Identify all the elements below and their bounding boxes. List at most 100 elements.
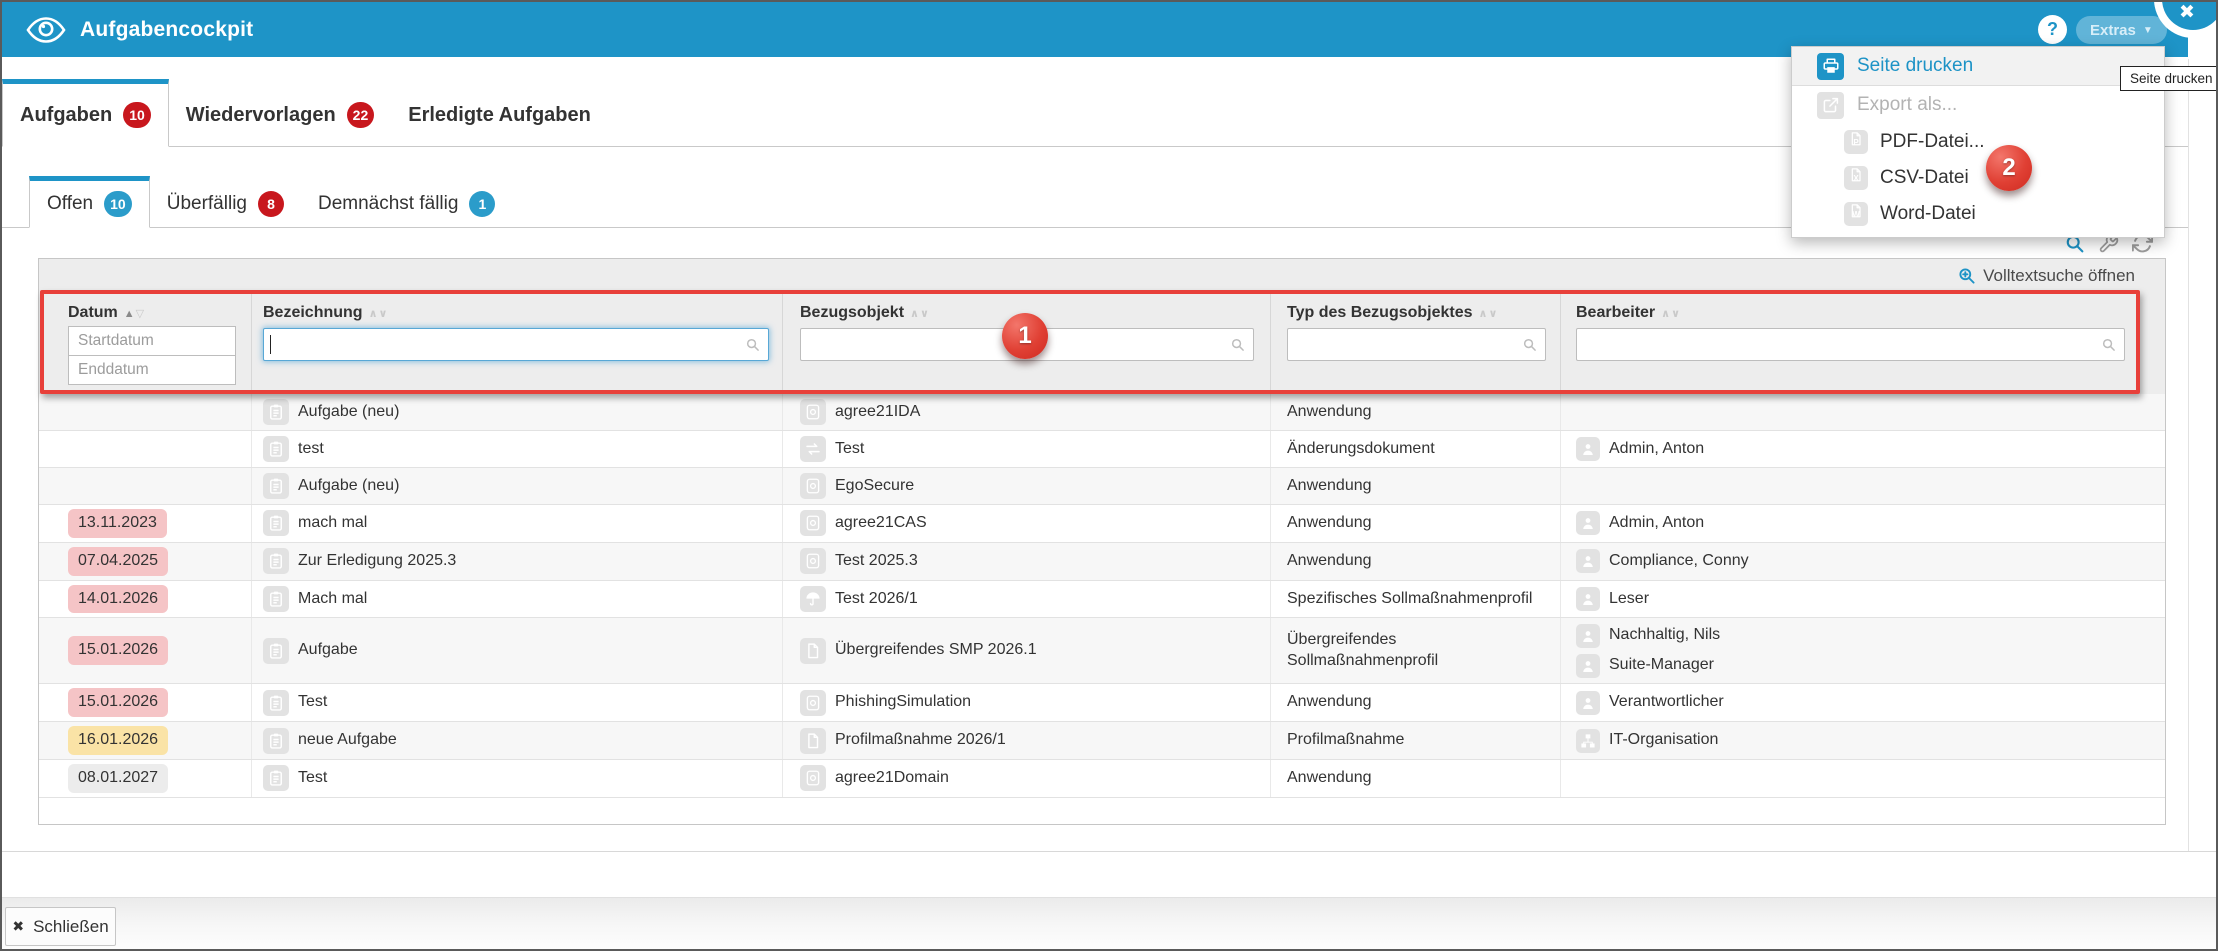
subtab-demn-chst-f-llig[interactable]: Demnächst fällig 1 bbox=[301, 176, 512, 227]
sort-bezeichnung[interactable]: Bezeichnung ∧∨ bbox=[263, 300, 388, 326]
task-icon bbox=[263, 548, 289, 575]
application-icon bbox=[800, 765, 826, 792]
column-label: Bearbeiter bbox=[1576, 304, 1656, 321]
bezugsobjekt-text: Test 2026/1 bbox=[835, 589, 918, 607]
bearbeiter-name: Leser bbox=[1609, 589, 1650, 607]
bearbeiter-filter-input[interactable] bbox=[1576, 328, 2125, 361]
cell-bearbeiter bbox=[1560, 394, 2165, 430]
search-icon bbox=[1230, 337, 1245, 352]
table-row[interactable]: Aufgabe (neu) EgoSecure Anwendung bbox=[39, 468, 2165, 505]
table-row[interactable]: 08.01.2027 Test agree21Domain Anwendung bbox=[39, 759, 2165, 798]
bearbeiter-list: Verantwortlicher bbox=[1576, 690, 1724, 715]
table-row[interactable]: 15.01.2026 Test PhishingSimulation Anwendun… bbox=[39, 684, 2165, 723]
task-icon bbox=[263, 727, 289, 754]
cell-bezeichnung: neue Aufgabe bbox=[251, 722, 782, 759]
annotation-step-2: 2 bbox=[1986, 145, 2032, 191]
column-label: Bezugsobjekt bbox=[800, 304, 905, 321]
help-button[interactable]: ? bbox=[2038, 15, 2067, 44]
bezeichnung-text: Mach mal bbox=[298, 589, 368, 607]
subtab--berf-llig[interactable]: Überfällig 8 bbox=[150, 176, 301, 227]
menu-item-word-file[interactable]: W Word-Datei bbox=[1792, 196, 2164, 232]
table-row[interactable]: 13.11.2023 mach mal agree21CAS Anwendung Adm… bbox=[39, 505, 2165, 543]
startdatum-input[interactable] bbox=[68, 326, 236, 356]
bezeichnung-text: Aufgabe bbox=[298, 641, 358, 659]
bearbeiter-entry: Leser bbox=[1576, 586, 1650, 611]
close-x-icon: ✖ bbox=[12, 918, 25, 934]
sort-bearbeiter[interactable]: Bearbeiter ∧∨ bbox=[1576, 300, 1681, 326]
application-icon bbox=[800, 548, 826, 575]
cell-typ: Anwendung bbox=[1270, 394, 1560, 430]
search-icon bbox=[745, 337, 760, 352]
table-row[interactable]: test Test Änderungsdokument Admin, Anton bbox=[39, 431, 2165, 468]
sort-typ[interactable]: Typ des Bezugsobjektes ∧∨ bbox=[1287, 300, 1498, 326]
cell-bearbeiter bbox=[1560, 468, 2165, 504]
table-row[interactable]: 14.01.2026 Mach mal Test 2026/1 Spezifische… bbox=[39, 580, 2165, 619]
person-icon bbox=[1576, 549, 1600, 574]
typ-text: Anwendung bbox=[1287, 768, 1372, 786]
table-row[interactable]: Aufgabe (neu) agree21IDA Anwendung bbox=[39, 394, 2165, 431]
cell-bearbeiter bbox=[1560, 759, 2165, 797]
bezugsobjekt-text: PhishingSimulation bbox=[835, 693, 972, 711]
cell-typ: Profilmaßnahme bbox=[1270, 722, 1560, 759]
menu-item-csv-file[interactable]: X CSV-Datei bbox=[1792, 160, 2164, 196]
cell-bezugsobjekt: Test 2026/1 bbox=[782, 580, 1270, 618]
chevron-down-icon: ▼ bbox=[2142, 24, 2153, 36]
tab-label: Wiedervorlagen bbox=[185, 103, 336, 126]
table-row[interactable]: 07.04.2025 Zur Erledigung 2025.3 Test 2025… bbox=[39, 542, 2165, 581]
typ-filter-input[interactable] bbox=[1287, 328, 1546, 361]
sort-icons: ▲▽ bbox=[123, 307, 146, 320]
schliessen-label: Schließen bbox=[33, 916, 109, 936]
table-body: Aufgabe (neu) agree21IDA Anwendung test Test… bbox=[39, 394, 2165, 798]
sort-icons: ∧∨ bbox=[910, 307, 930, 320]
table-row[interactable]: 15.01.2026 Aufgabe Übergreifendes SMP 2026… bbox=[39, 618, 2165, 685]
sort-bezugsobjekt[interactable]: Bezugsobjekt ∧∨ bbox=[800, 300, 930, 326]
tab-wiedervorlagen[interactable]: Wiedervorlagen 22 bbox=[169, 79, 391, 146]
tab-aufgaben[interactable]: Aufgaben 10 bbox=[2, 79, 169, 147]
sort-datum[interactable]: Datum ▲▽ bbox=[68, 300, 145, 326]
cell-bezeichnung: Mach mal bbox=[251, 580, 782, 618]
typ-text: Profilmaßnahme bbox=[1287, 731, 1405, 749]
table-row[interactable]: 16.01.2026 neue Aufgabe Profilmaßnahme 202… bbox=[39, 722, 2165, 760]
tab-erledigte-aufgaben[interactable]: Erledigte Aufgaben bbox=[391, 79, 608, 146]
bezeichnung-text: test bbox=[298, 439, 324, 457]
menu-item-label: Export als... bbox=[1857, 94, 1958, 115]
cell-bezugsobjekt: Test bbox=[782, 431, 1270, 467]
subtab-offen[interactable]: Offen 10 bbox=[29, 176, 150, 228]
person-icon bbox=[1576, 690, 1600, 715]
bezugsobjekt-text: agree21IDA bbox=[835, 402, 921, 420]
bearbeiter-name: Admin, Anton bbox=[1609, 439, 1705, 457]
typ-text: Anwendung bbox=[1287, 551, 1372, 569]
bearbeiter-name: Compliance, Conny bbox=[1609, 551, 1749, 569]
bearbeiter-name: Suite-Manager bbox=[1609, 656, 1714, 674]
cell-bezugsobjekt: Test 2025.3 bbox=[782, 542, 1270, 580]
menu-item-export-as[interactable]: Export als... bbox=[1792, 86, 2164, 124]
typ-text: Anwendung bbox=[1287, 476, 1372, 494]
cell-datum bbox=[39, 394, 251, 430]
document-icon bbox=[800, 727, 826, 754]
task-icon bbox=[263, 637, 289, 664]
bezeichnung-filter-input[interactable] bbox=[263, 328, 769, 361]
menu-item-pdf-file[interactable]: P PDF-Datei... bbox=[1792, 124, 2164, 160]
fulltext-search-link[interactable]: Volltextsuche öffnen bbox=[1957, 266, 2135, 286]
cell-typ: Spezifisches Sollmaßnahmenprofil bbox=[1270, 580, 1560, 618]
cell-bezeichnung: Test bbox=[251, 759, 782, 797]
extras-dropdown-menu: Seite drucken Export als... P PDF-Datei.… bbox=[1791, 46, 2165, 238]
person-icon bbox=[1576, 437, 1600, 461]
schliessen-button[interactable]: ✖ Schließen bbox=[5, 907, 116, 946]
task-icon bbox=[263, 585, 289, 612]
count-badge: 10 bbox=[123, 102, 151, 128]
word-file-icon: W bbox=[1844, 202, 1868, 226]
menu-item-print-page[interactable]: Seite drucken bbox=[1792, 47, 2164, 85]
typ-text: Anwendung bbox=[1287, 514, 1372, 531]
annotation-step-1: 1 bbox=[1002, 313, 1048, 359]
cell-bearbeiter: Nachhaltig, Nils Suite-Manager bbox=[1560, 618, 2165, 684]
bearbeiter-filter bbox=[1576, 328, 2125, 361]
count-badge: 8 bbox=[257, 191, 284, 217]
bearbeiter-entry: Compliance, Conny bbox=[1576, 549, 1749, 574]
enddatum-input[interactable] bbox=[68, 355, 236, 385]
task-icon bbox=[263, 436, 289, 462]
application-icon bbox=[800, 399, 826, 425]
extras-button[interactable]: Extras ▼ bbox=[2076, 16, 2167, 44]
export-icon bbox=[1817, 91, 1844, 119]
bearbeiter-name: Admin, Anton bbox=[1609, 513, 1705, 531]
